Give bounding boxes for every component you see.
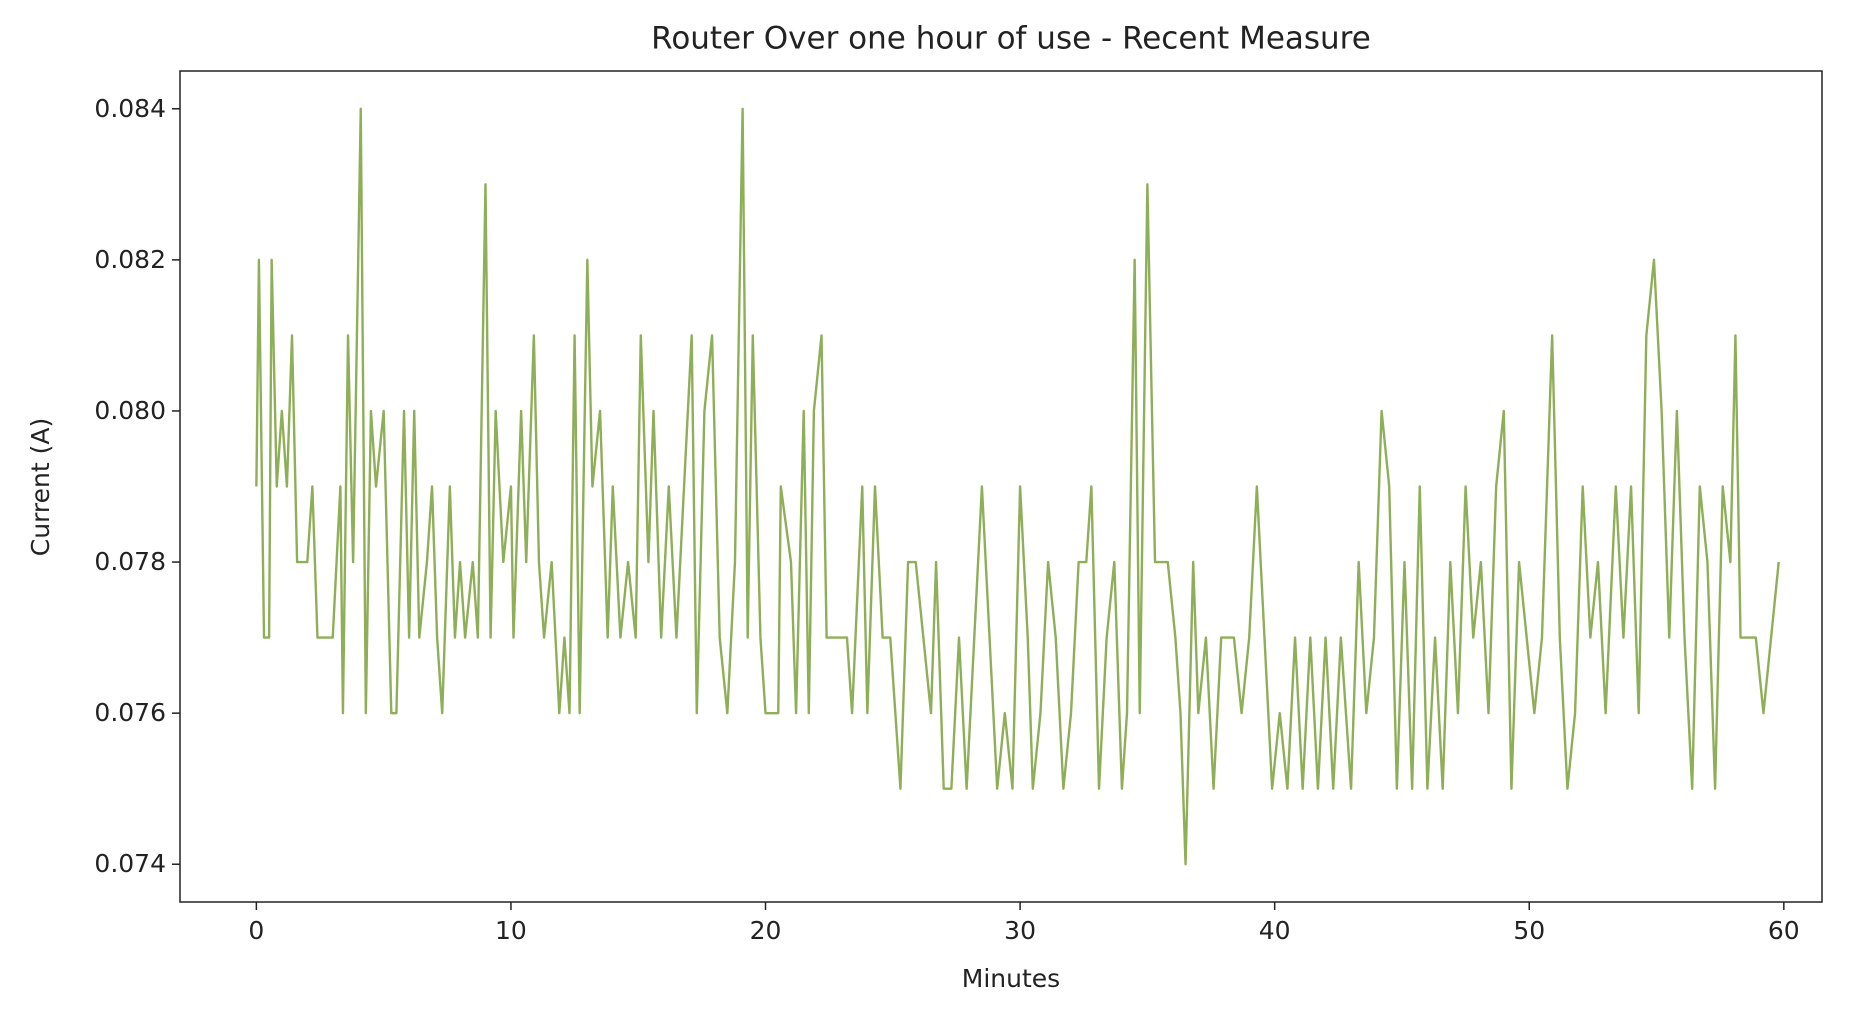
- chart-title: Router Over one hour of use - Recent Mea…: [651, 21, 1371, 57]
- x-tick-label: 30: [1004, 916, 1036, 945]
- x-axis-label: Minutes: [962, 964, 1060, 993]
- y-tick-label: 0.084: [94, 94, 166, 123]
- y-axis-label: Current (A): [26, 418, 55, 556]
- plot-frame: [179, 70, 1823, 903]
- y-tick-label: 0.082: [94, 245, 166, 274]
- x-tick-label: 0: [248, 916, 264, 945]
- y-tick-label: 0.080: [94, 396, 166, 425]
- x-tick-label: 10: [495, 916, 527, 945]
- x-tick-label: 40: [1259, 916, 1291, 945]
- y-tick-label: 0.076: [94, 698, 166, 727]
- x-tick-label: 60: [1768, 916, 1800, 945]
- x-tick-label: 50: [1513, 916, 1545, 945]
- y-tick-label: 0.074: [94, 849, 166, 878]
- x-tick-label: 20: [750, 916, 782, 945]
- data-line: [255, 107, 1780, 866]
- y-tick-label: 0.078: [94, 547, 166, 576]
